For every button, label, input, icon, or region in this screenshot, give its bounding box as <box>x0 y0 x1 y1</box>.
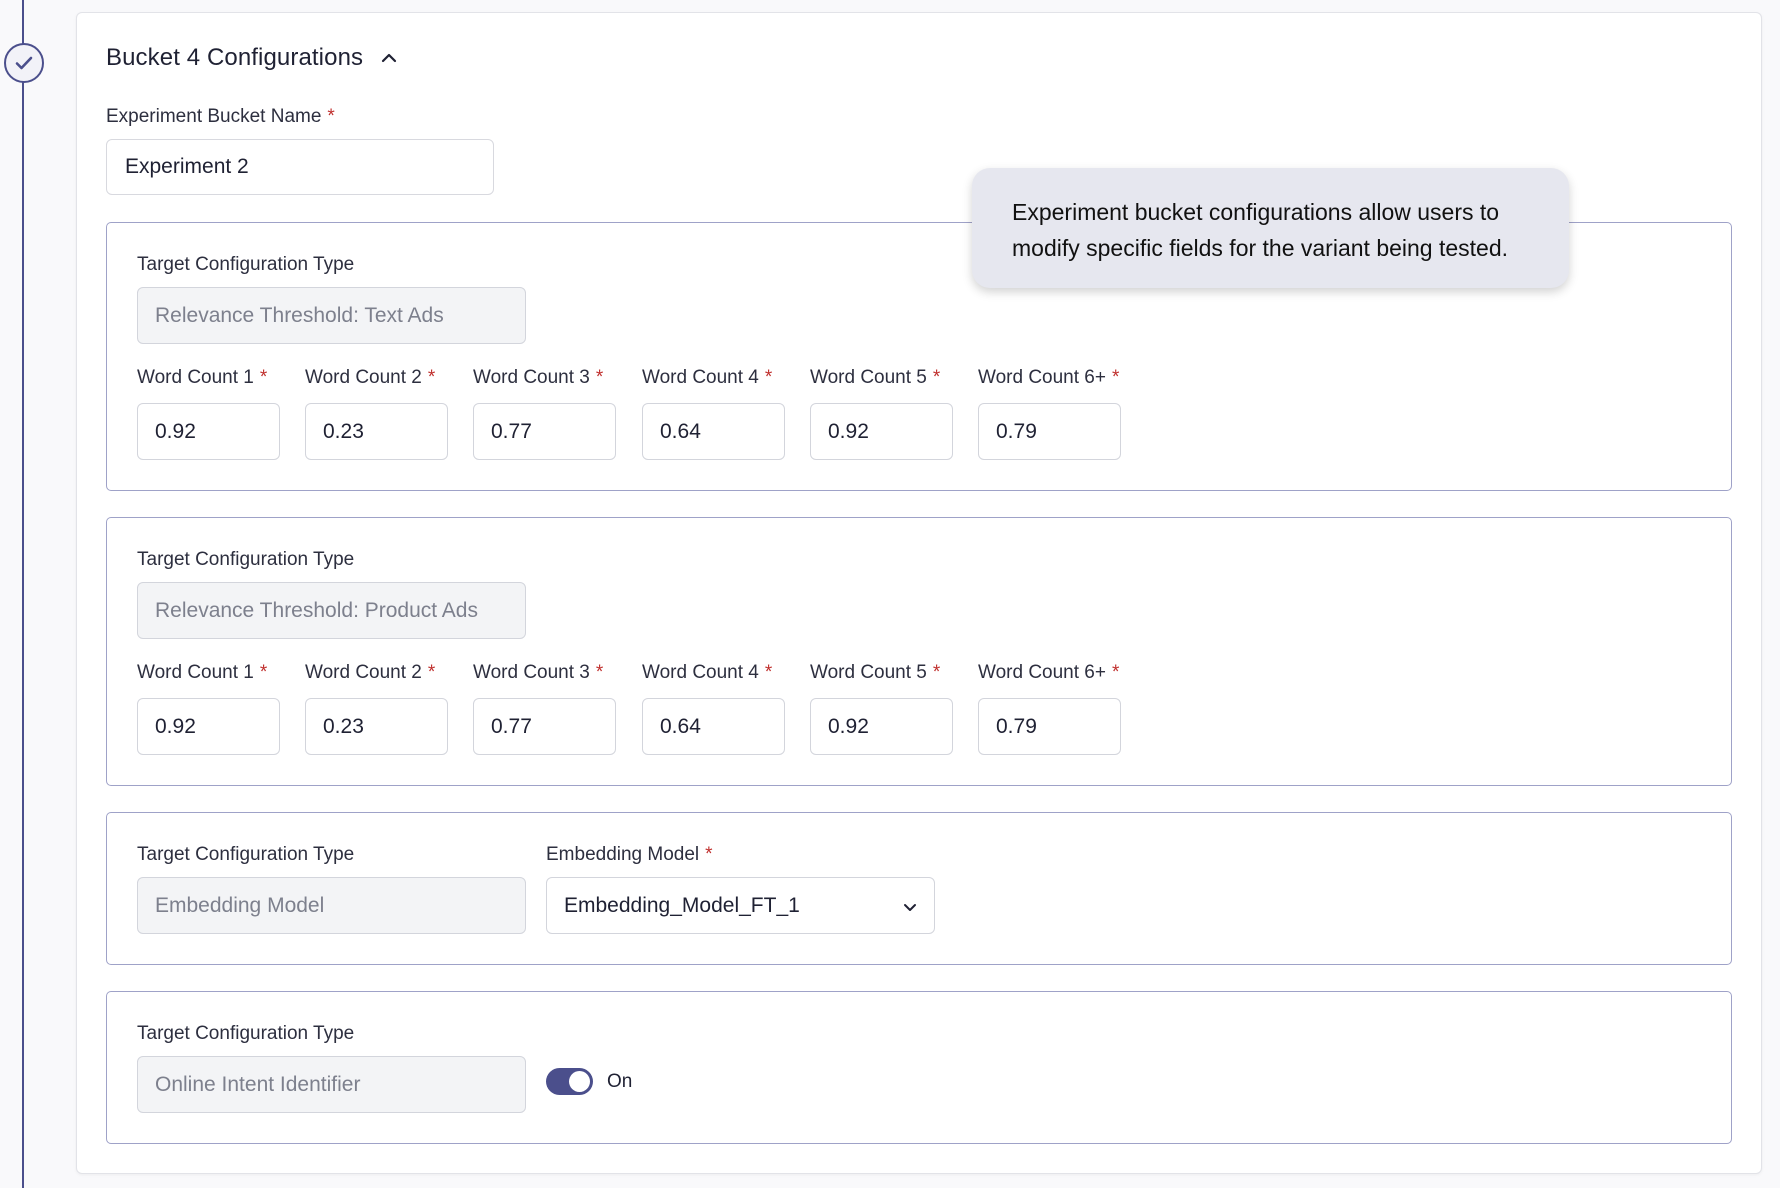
toggle-knob <box>569 1071 590 1092</box>
target-config-type-field: Relevance Threshold: Text Ads <box>137 287 526 344</box>
word-count-3-input[interactable]: 0.77 <box>473 403 616 460</box>
target-config-type-label: Target Configuration Type <box>137 254 355 275</box>
target-config-type-field: Relevance Threshold: Product Ads <box>137 582 526 639</box>
word-count-1-input[interactable]: 0.92 <box>137 403 280 460</box>
timeline-rail <box>22 0 24 1188</box>
word-count-2-input[interactable]: 0.23 <box>305 698 448 755</box>
word-count-4-input[interactable]: 0.64 <box>642 403 785 460</box>
config-section-product-ads: Target Configuration Type Relevance Thre… <box>106 517 1732 786</box>
embedding-model-select[interactable]: Embedding_Model_FT_1 <box>546 877 935 934</box>
word-count-3-field: Word Count 3 * 0.77 <box>473 662 616 755</box>
word-count-5-input[interactable]: 0.92 <box>810 698 953 755</box>
word-count-2-field: Word Count 2 * 0.23 <box>305 367 448 460</box>
page-title: Bucket 4 Configurations <box>106 44 364 71</box>
step-complete-icon <box>4 43 44 83</box>
word-count-5-input[interactable]: 0.92 <box>810 403 953 460</box>
config-section-online-intent: Target Configuration Type Online Intent … <box>106 991 1732 1144</box>
chevron-down-icon <box>903 894 917 918</box>
word-count-6-input[interactable]: 0.79 <box>978 698 1121 755</box>
embedding-model-label: Embedding Model * <box>546 844 713 865</box>
toggle-state-label: On <box>607 1070 633 1092</box>
chevron-up-icon[interactable] <box>379 48 399 68</box>
online-intent-toggle[interactable] <box>546 1068 593 1095</box>
word-count-6-field: Word Count 6+ * 0.79 <box>978 662 1121 755</box>
word-count-3-input[interactable]: 0.77 <box>473 698 616 755</box>
word-count-1-field: Word Count 1 * 0.92 <box>137 367 280 460</box>
bucket-name-input[interactable]: Experiment 2 <box>106 139 494 195</box>
word-count-5-field: Word Count 5 * 0.92 <box>810 662 953 755</box>
target-config-type-field: Embedding Model <box>137 877 526 934</box>
bucket-name-label: Experiment Bucket Name * <box>106 106 335 127</box>
word-count-3-field: Word Count 3 * 0.77 <box>473 367 616 460</box>
required-marker: * <box>327 106 335 127</box>
target-config-type-label: Target Configuration Type <box>137 549 355 570</box>
target-config-type-label: Target Configuration Type <box>137 1023 355 1044</box>
bucket-header: Bucket 4 Configurations <box>106 44 399 72</box>
word-count-4-field: Word Count 4 * 0.64 <box>642 367 785 460</box>
word-count-1-field: Word Count 1 * 0.92 <box>137 662 280 755</box>
word-count-5-field: Word Count 5 * 0.92 <box>810 367 953 460</box>
word-count-4-input[interactable]: 0.64 <box>642 698 785 755</box>
word-count-1-input[interactable]: 0.92 <box>137 698 280 755</box>
help-tooltip: Experiment bucket configurations allow u… <box>972 168 1569 288</box>
word-count-6-input[interactable]: 0.79 <box>978 403 1121 460</box>
config-section-embedding-model: Target Configuration Type Embedding Mode… <box>106 812 1732 965</box>
target-config-type-field: Online Intent Identifier <box>137 1056 526 1113</box>
target-config-type-label: Target Configuration Type <box>137 844 355 865</box>
online-intent-toggle-group: On <box>546 1068 632 1095</box>
word-count-4-field: Word Count 4 * 0.64 <box>642 662 785 755</box>
word-count-2-field: Word Count 2 * 0.23 <box>305 662 448 755</box>
word-count-6-field: Word Count 6+ * 0.79 <box>978 367 1121 460</box>
word-count-2-input[interactable]: 0.23 <box>305 403 448 460</box>
